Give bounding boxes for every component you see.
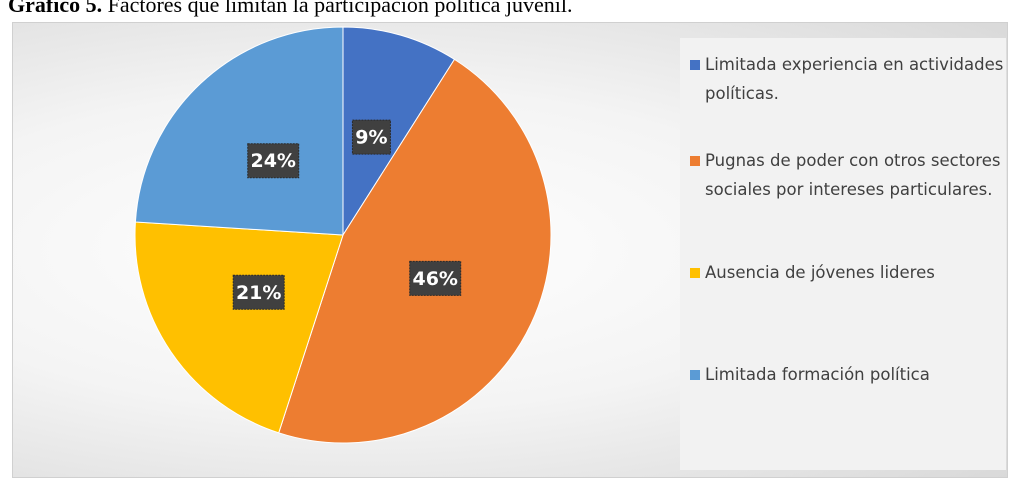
legend-item: Ausencia de jóvenes lideres <box>690 258 1005 287</box>
legend-item: Pugnas de poder con otros sectores socia… <box>690 146 1005 204</box>
legend-item: Limitada formación política <box>690 360 1005 389</box>
legend: Limitada experiencia en actividades polí… <box>680 38 1006 470</box>
legend-swatch <box>690 60 700 70</box>
data-label-box <box>409 260 462 296</box>
data-label-box <box>232 274 285 310</box>
pie-slice <box>278 58 552 444</box>
data-label: 46% <box>409 260 462 296</box>
legend-swatch <box>690 268 700 278</box>
legend-label: Pugnas de poder con otros sectores socia… <box>705 151 1001 199</box>
data-label: 24% <box>247 143 300 179</box>
legend-swatch <box>690 156 700 166</box>
data-label: 9% <box>351 119 391 155</box>
legend-label: Limitada formación política <box>705 365 930 384</box>
title-block: Gráfico 5. Factores que limitan la parti… <box>8 0 573 18</box>
legend-swatch <box>690 370 700 380</box>
data-label-box <box>247 143 300 179</box>
pie-slice <box>134 26 344 236</box>
data-label-text: 21% <box>236 282 281 304</box>
data-label-box <box>351 119 391 155</box>
chart-title: Factores que limitan la participación po… <box>107 0 573 17</box>
data-label-text: 9% <box>355 127 387 149</box>
legend-label: Ausencia de jóvenes lideres <box>705 263 935 282</box>
data-label-text: 46% <box>412 268 457 290</box>
pie-slice <box>134 221 344 434</box>
title-label: Gráfico 5. <box>8 0 103 17</box>
legend-item: Limitada experiencia en actividades polí… <box>690 50 1005 108</box>
pie-slice <box>342 26 456 237</box>
data-label: 21% <box>232 274 285 310</box>
legend-label: Limitada experiencia en actividades polí… <box>705 55 1004 103</box>
data-label-text: 24% <box>250 150 295 172</box>
